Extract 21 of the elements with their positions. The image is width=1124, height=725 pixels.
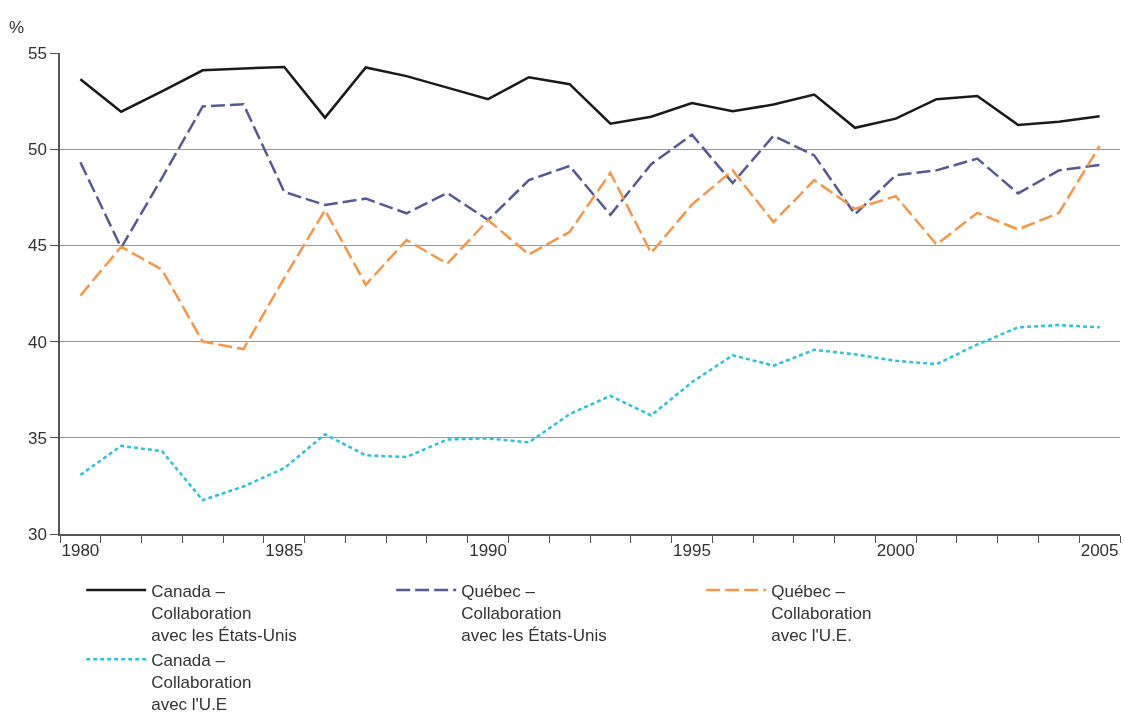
- line-series: [79, 65, 1101, 130]
- x-tick-label: 1980: [61, 541, 100, 561]
- y-tick-label: 55: [27, 43, 47, 63]
- y-tick-label: 50: [27, 140, 47, 160]
- legend-label: Canada – Collaboration avec les États-Unis: [151, 581, 297, 645]
- y-tick-label: 45: [27, 236, 47, 256]
- line-series: [79, 323, 1101, 502]
- y-axis-title: %: [9, 18, 25, 37]
- legend-label: Québec – Collaboration avec les États-Unis: [461, 581, 607, 645]
- y-tick-label: 35: [27, 428, 47, 448]
- x-tick-label: 2005: [1080, 541, 1119, 561]
- x-tick-label: 1990: [469, 541, 507, 561]
- y-tick-label: 40: [27, 332, 47, 352]
- x-tick-label: 2000: [876, 541, 915, 561]
- x-tick-label: 1985: [265, 541, 304, 561]
- line-series: [79, 144, 1101, 351]
- line-series: [79, 102, 1101, 249]
- y-tick-label: 30: [27, 524, 47, 544]
- x-tick-label: 1995: [673, 541, 711, 561]
- legend-label: Québec – Collaboration avec l'U.E.: [771, 581, 872, 645]
- legend-label: Canada – Collaboration avec l'U.E: [151, 650, 252, 715]
